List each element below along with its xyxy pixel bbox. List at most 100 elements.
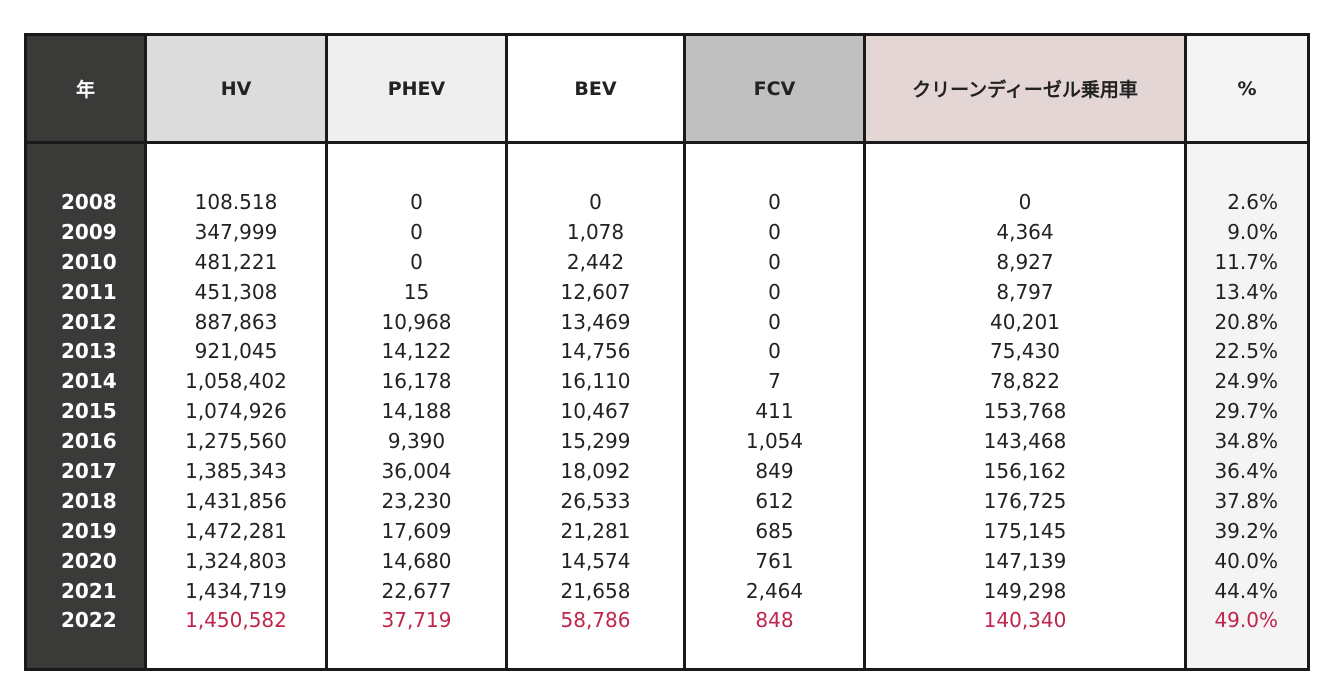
cdv-cell: 156,162 [983,459,1067,484]
fcv-cell: 2,464 [745,578,804,603]
pct-cell: 44.4% [1214,578,1278,603]
year-cell: 2022 [61,608,117,633]
fcv-cell: 0 [768,190,781,214]
phev-cell: 14,188 [381,399,452,424]
bev-cell: 21,658 [560,578,631,603]
fcv-cell: 7 [768,369,781,394]
hv-cell: 1,074,926 [185,399,287,424]
clean-diesel-column: クリーンディーゼル乗用車 0 4,364 8,927 8,797 40,201 75,43… [866,36,1187,668]
hv-cell: 1,431,856 [185,488,287,513]
hv-cell: 451,308 [194,279,278,304]
year-cell: 2020 [61,548,117,573]
year-cell: 2013 [61,339,117,364]
bev-cell: 26,533 [560,488,631,513]
cdv-cell: 176,725 [983,488,1067,513]
fcv-cell: 1,054 [745,429,804,454]
bev-cell: 13,469 [560,309,631,334]
year-cells: 2008 2009 2010 2011 2012 2013 2014 2015 2016 2017… [27,144,144,636]
bev-cell: 21,281 [560,518,631,543]
pct-cell: 2.6% [1227,190,1278,214]
phev-cell: 16,178 [381,369,452,394]
bev-cell: 12,607 [560,279,631,304]
cdv-cell: 40,201 [990,309,1060,334]
year-cell: 2014 [61,369,117,394]
hv-cell: 1,275,560 [185,429,287,454]
phev-cell: 0 [410,219,423,244]
percent-cells: 2.6% 9.0% 11.7% 13.4% 20.8% 22.5% 24.9% 29.7% 34… [1187,144,1307,636]
year-cell: 2011 [61,279,117,304]
cdv-cell: 147,139 [983,548,1067,573]
fcv-cell: 0 [768,309,781,334]
cdv-cell: 8,927 [996,249,1054,274]
hv-cell: 481,221 [194,249,278,274]
pct-cell: 20.8% [1214,309,1278,334]
hv-cell: 1,058,402 [185,369,287,394]
year-cell: 2009 [61,219,117,244]
cdv-cell: 153,768 [983,399,1067,424]
pct-cell: 22.5% [1214,339,1278,364]
pct-cell: 49.0% [1214,608,1278,633]
hv-cell: 347,999 [194,219,278,244]
fcv-cell: 0 [768,249,781,274]
year-cell: 2008 [61,190,117,214]
phev-cell: 9,390 [387,429,446,454]
phev-cell: 10,968 [381,309,452,334]
hv-cell: 1,450,582 [185,608,287,633]
phev-cell: 17,609 [381,518,452,543]
bev-cell: 0 [589,190,602,214]
bev-cell: 1,078 [566,219,625,244]
pct-cell: 34.8% [1214,429,1278,454]
pct-cell: 36.4% [1214,459,1278,484]
cdv-cell: 149,298 [983,578,1067,603]
cdv-cell: 140,340 [983,608,1067,633]
pct-cell: 40.0% [1214,548,1278,573]
year-header: 年 [27,36,144,144]
phev-cell: 0 [410,249,423,274]
fcv-cell: 612 [755,488,794,513]
pct-cell: 24.9% [1214,369,1278,394]
year-cell: 2021 [61,578,117,603]
bev-cell: 14,756 [560,339,631,364]
percent-column: % 2.6% 9.0% 11.7% 13.4% 20.8% 22.5% 24.9% 29.7%… [1187,36,1307,668]
hv-cell: 1,324,803 [185,548,287,573]
fcv-cell: 0 [768,279,781,304]
bev-cell: 16,110 [560,369,631,394]
hv-header: HV [147,36,325,144]
phev-cell: 36,004 [381,459,452,484]
hv-cell: 921,045 [194,339,278,364]
cdv-cell: 175,145 [983,518,1067,543]
cdv-cell: 143,468 [983,429,1067,454]
hv-cell: 887,863 [194,309,278,334]
phev-cell: 14,680 [381,548,452,573]
clean-diesel-cells: 0 4,364 8,927 8,797 40,201 75,430 78,822 153,76… [866,144,1184,636]
hv-cell: 108.518 [194,190,278,214]
phev-cell: 22,677 [381,578,452,603]
bev-cell: 10,467 [560,399,631,424]
bev-column: BEV 0 1,078 2,442 12,607 13,469 14,756 16,110 1… [508,36,686,668]
year-cell: 2016 [61,429,117,454]
phev-cells: 0 0 0 15 10,968 14,122 16,178 14,188 9,390 36,004… [328,144,505,636]
phev-column: PHEV 0 0 0 15 10,968 14,122 16,178 14,188 9,390 3… [328,36,508,668]
bev-cell: 2,442 [566,249,625,274]
fcv-cell: 411 [755,399,794,424]
fcv-cell: 0 [768,339,781,364]
bev-cells: 0 1,078 2,442 12,607 13,469 14,756 16,110 10,46… [508,144,683,636]
year-cell: 2015 [61,399,117,424]
pct-cell: 29.7% [1214,399,1278,424]
cdv-cell: 78,822 [990,369,1060,394]
bev-cell: 18,092 [560,459,631,484]
pct-cell: 9.0% [1227,219,1278,244]
cdv-cell: 75,430 [990,339,1060,364]
hv-cell: 1,434,719 [185,578,287,603]
phev-cell: 15 [403,279,430,304]
pct-cell: 11.7% [1214,249,1278,274]
phev-cell: 14,122 [381,339,452,364]
fcv-column: FCV 0 0 0 0 0 0 7 411 1,054 849 612 685 761 2,464 848 [686,36,866,668]
phev-cell: 23,230 [381,488,452,513]
year-cell: 2012 [61,309,117,334]
year-cell: 2018 [61,488,117,513]
hv-column: HV 108.518 347,999 481,221 451,308 887,863 92… [147,36,328,668]
phev-cell: 37,719 [381,608,452,633]
cdv-cell: 0 [1018,190,1032,214]
pct-cell: 13.4% [1214,279,1278,304]
